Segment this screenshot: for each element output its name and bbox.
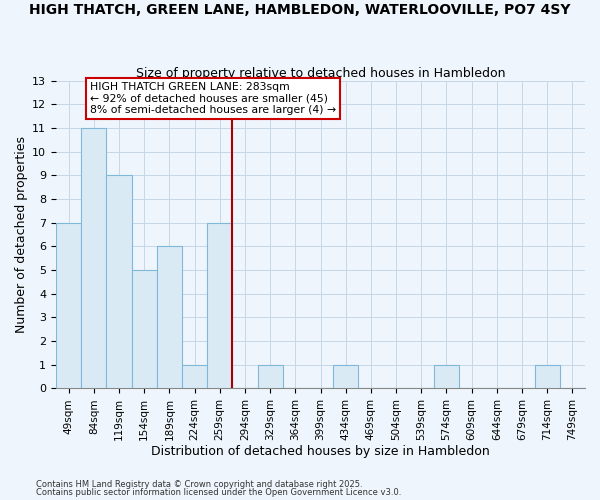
Bar: [157, 246, 182, 388]
Bar: [257, 365, 283, 388]
Bar: [535, 365, 560, 388]
Y-axis label: Number of detached properties: Number of detached properties: [15, 136, 28, 333]
Text: Contains HM Land Registry data © Crown copyright and database right 2025.: Contains HM Land Registry data © Crown c…: [36, 480, 362, 489]
Bar: [333, 365, 358, 388]
Bar: [207, 222, 232, 388]
X-axis label: Distribution of detached houses by size in Hambledon: Distribution of detached houses by size …: [151, 444, 490, 458]
Text: HIGH THATCH GREEN LANE: 283sqm
← 92% of detached houses are smaller (45)
8% of s: HIGH THATCH GREEN LANE: 283sqm ← 92% of …: [90, 82, 336, 115]
Title: Size of property relative to detached houses in Hambledon: Size of property relative to detached ho…: [136, 66, 505, 80]
Bar: [434, 365, 459, 388]
Bar: [106, 176, 131, 388]
Bar: [182, 365, 207, 388]
Bar: [56, 222, 81, 388]
Bar: [131, 270, 157, 388]
Text: Contains public sector information licensed under the Open Government Licence v3: Contains public sector information licen…: [36, 488, 401, 497]
Text: HIGH THATCH, GREEN LANE, HAMBLEDON, WATERLOOVILLE, PO7 4SY: HIGH THATCH, GREEN LANE, HAMBLEDON, WATE…: [29, 2, 571, 16]
Bar: [81, 128, 106, 388]
